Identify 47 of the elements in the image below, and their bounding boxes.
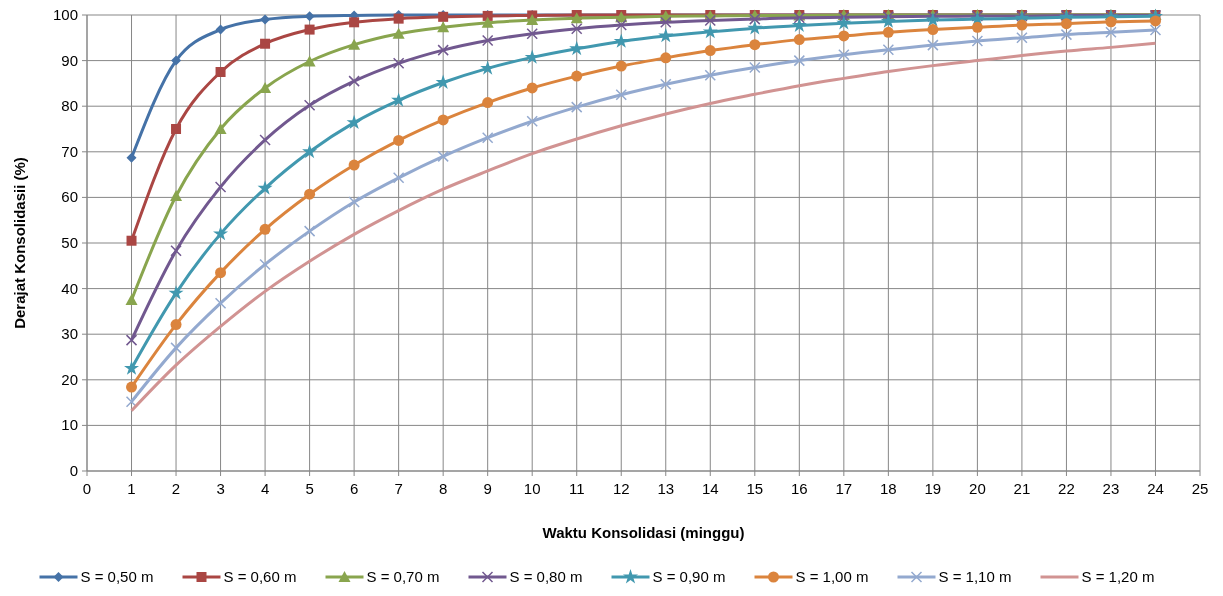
x-tick-label: 8 [438, 480, 448, 497]
x-tick-label: 12 [612, 480, 630, 497]
y-tick-label: 40 [61, 279, 78, 297]
legend-label: S = 1,20 m [1081, 568, 1155, 585]
legend-label: S = 1,10 m [938, 568, 1012, 585]
x-tick-label: 5 [305, 480, 314, 497]
legend-label: S = 1,00 m [795, 568, 869, 585]
x-tick-label: 24 [1147, 480, 1164, 497]
x-tick-label: 7 [394, 480, 403, 497]
y-tick-label: 50 [61, 234, 78, 251]
x-tick-label: 19 [924, 480, 942, 497]
legend-label: S = 0,60 m [223, 568, 297, 585]
legend-label: S = 0,70 m [366, 568, 440, 585]
y-tick-label: 60 [61, 188, 78, 206]
x-tick-label: 22 [1058, 480, 1075, 497]
x-tick-label: 20 [969, 480, 986, 497]
x-tick-label: 6 [349, 480, 359, 497]
x-tick-label: 2 [171, 480, 181, 497]
x-tick-label: 11 [568, 480, 585, 497]
x-tick-label: 4 [260, 480, 270, 497]
x-axis-title: Waktu Konsolidasi (minggu) [542, 524, 745, 541]
x-tick-label: 21 [1013, 480, 1031, 497]
y-tick-label: 30 [61, 325, 78, 343]
x-tick-label: 14 [701, 480, 719, 497]
x-tick-label: 10 [523, 480, 541, 497]
x-tick-label: 17 [835, 480, 853, 497]
x-tick-label: 1 [127, 480, 136, 497]
legend-label: S = 0,50 m [80, 568, 154, 585]
x-tick-label: 0 [82, 480, 92, 497]
x-tick-label: 23 [1102, 480, 1120, 497]
legend-label: S = 0,90 m [652, 568, 726, 585]
x-tick-label: 13 [657, 480, 675, 497]
y-tick-label: 10 [61, 416, 78, 434]
y-tick-label: 20 [61, 370, 78, 388]
x-tick-label: 16 [790, 480, 808, 497]
x-tick-label: 18 [880, 480, 897, 497]
x-tick-label: 9 [483, 480, 492, 497]
y-tick-label: 0 [69, 462, 78, 479]
legend-label: S = 0,80 m [509, 568, 583, 585]
x-tick-label: 15 [746, 480, 764, 497]
y-tick-label: 80 [61, 97, 78, 115]
y-tick-label: 70 [61, 142, 78, 160]
y-tick-label: 90 [61, 51, 78, 69]
y-axis-title: Derajat Konsolidasii (%) [11, 157, 28, 329]
y-tick-label: 100 [52, 6, 78, 23]
x-tick-label: 3 [216, 480, 225, 497]
x-tick-label: 25 [1191, 480, 1209, 497]
